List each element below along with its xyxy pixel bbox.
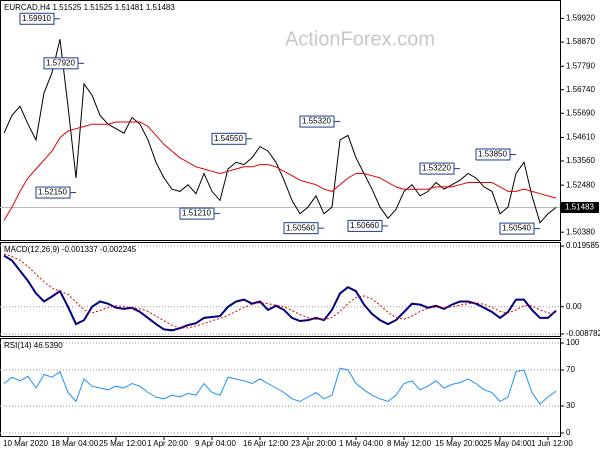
x-tick-label: 23 Apr 20:00 [291,439,337,448]
y-tick-label: 1.50380 [566,227,595,236]
y-tick-label: 100 [566,338,580,347]
x-tick-label: 1 Apr 20:00 [147,439,188,448]
watermark: ActionForex.com [285,28,435,50]
annotation-label: 1.50560 [286,223,315,232]
y-tick-label: 0.019585 [566,241,600,250]
y-tick-label: 0 [566,428,571,437]
x-tick-label: 25 Mar 12:00 [99,439,147,448]
panel-frame [0,0,561,241]
annotation-box [475,148,511,161]
annotation-label: 1.54550 [214,134,243,143]
annotation-box [499,222,535,235]
annotation-label: 1.59910 [22,14,51,23]
y-tick-label: 70 [566,365,575,374]
annotation-label: 1.50660 [350,221,379,230]
annotation-label: 1.57920 [46,58,75,67]
series-line [3,367,557,405]
annotation-box [419,162,455,175]
y-tick-label: 30 [566,401,575,410]
panel-title: RSI(14) 46.5390 [4,341,63,350]
panel-frame [0,242,561,337]
x-tick-label: 1 May 04:00 [339,439,384,448]
annotation-box [43,57,79,70]
y-tick-label: -0.008782 [566,329,600,338]
x-tick-label: 1 Jun 12:00 [531,439,573,448]
annotation-box [179,207,215,220]
annotation-label: 1.50540 [502,224,531,233]
y-tick-label: 0.00 [566,302,582,311]
last-price-box [561,201,599,213]
y-tick-label: 1.59920 [566,14,595,23]
x-tick-label: 15 May 20:00 [435,439,484,448]
annotation-box [211,132,247,145]
series-line [3,39,557,224]
annotation-label: 1.51210 [182,209,211,218]
panel-title: EURCAD,H4 1.51525 1.51525 1.51481 1.5148… [4,3,175,12]
annotation-box [299,115,335,128]
series-line [3,121,557,221]
x-tick-label: 25 May 04:00 [483,439,532,448]
annotation-label: 1.52150 [38,188,67,197]
x-tick-label: 18 Mar 04:00 [51,439,99,448]
panel-title: MACD(12,26,9) -0.001337 -0.002245 [4,245,137,254]
panel-frame [0,338,561,437]
y-tick-label: 1.57790 [566,61,595,70]
annotation-box [19,12,55,25]
x-tick-label: 8 May 12:00 [387,439,432,448]
series-line [3,254,557,332]
y-tick-label: 1.52480 [566,180,595,189]
x-tick-label: 9 Apr 04:00 [195,439,236,448]
y-tick-label: 1.58870 [566,37,595,46]
y-tick-label: 1.55690 [566,108,595,117]
x-tick-label: 16 Apr 12:00 [243,439,289,448]
annotation-label: 1.55320 [302,117,331,126]
x-tick-label: 10 Mar 2020 [3,439,48,448]
last-price-label: 1.51483 [565,203,594,212]
annotation-label: 1.53220 [422,164,451,173]
annotation-box [283,222,319,235]
annotation-box [347,219,383,232]
annotation-box [35,186,71,199]
annotation-label: 1.53850 [478,150,507,159]
y-tick-label: 1.56740 [566,85,595,94]
y-tick-label: 1.54610 [566,133,595,142]
y-tick-label: 1.53560 [566,156,595,165]
